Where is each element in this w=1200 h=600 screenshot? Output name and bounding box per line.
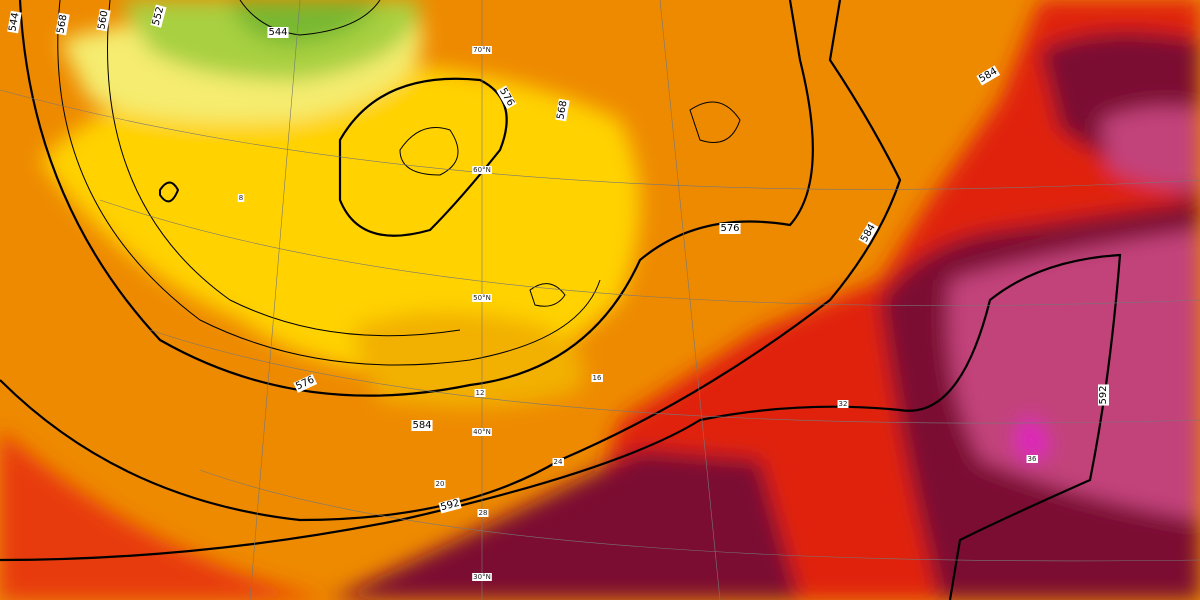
height-label: 592 <box>1098 385 1109 404</box>
height-label-bg <box>719 223 741 234</box>
temperature-label-bg <box>1026 455 1038 463</box>
temperature-label-bg <box>237 194 245 202</box>
latitude-label-bg <box>472 428 492 436</box>
height-label-bg <box>411 420 433 431</box>
latitude-label-bg <box>472 294 492 302</box>
temperature-label: 32 <box>839 400 848 408</box>
latitude-label: 70°N <box>473 46 491 54</box>
temperature-label: 12 <box>476 389 485 397</box>
temperature-label-bg <box>591 374 603 382</box>
height-label-bg <box>496 85 517 110</box>
height-label-bg <box>96 8 111 32</box>
height-label: 584 <box>412 420 431 431</box>
temperature-label: 36 <box>1028 455 1037 463</box>
height-label: 560 <box>96 10 110 31</box>
temperature-label: 16 <box>593 374 602 382</box>
latitude-label: 50°N <box>473 294 491 302</box>
height-label-bg <box>555 98 570 122</box>
height-contours <box>0 0 1122 600</box>
latitude-label-bg <box>472 573 492 581</box>
height-label: 576 <box>720 223 739 234</box>
height-label: 568 <box>555 100 569 121</box>
temperature-label: 8 <box>239 194 243 202</box>
height-label-bg <box>293 374 318 393</box>
height-label-bg <box>267 27 289 38</box>
temperature-label-bg <box>434 480 446 488</box>
height-label: 568 <box>55 14 69 35</box>
temperature-label-bg <box>552 458 564 466</box>
height-label-bg <box>438 497 462 514</box>
height-label-bg <box>858 221 879 246</box>
temperature-label-bg <box>474 389 486 397</box>
height-label-bg <box>7 10 22 34</box>
latitude-label-bg <box>472 46 492 54</box>
temperature-label: 24 <box>554 458 563 466</box>
latitude-label-bg <box>472 166 492 174</box>
height-label: 544 <box>7 12 21 33</box>
latitude-label: 60°N <box>473 166 491 174</box>
temperature-label: 20 <box>436 480 445 488</box>
height-label-bg <box>150 4 167 28</box>
temperature-label-bg <box>837 400 849 408</box>
height-label-bg <box>1098 384 1109 406</box>
temperature-label: 28 <box>479 509 488 517</box>
height-label-bg <box>976 65 1001 86</box>
latitude-label: 30°N <box>473 573 491 581</box>
temperature-label-bg <box>477 509 489 517</box>
height-label-bg <box>55 12 70 36</box>
latitude-label: 40°N <box>473 428 491 436</box>
height-label: 544 <box>268 27 287 38</box>
height-label: 552 <box>151 5 167 26</box>
height-label: 592 <box>439 498 460 514</box>
